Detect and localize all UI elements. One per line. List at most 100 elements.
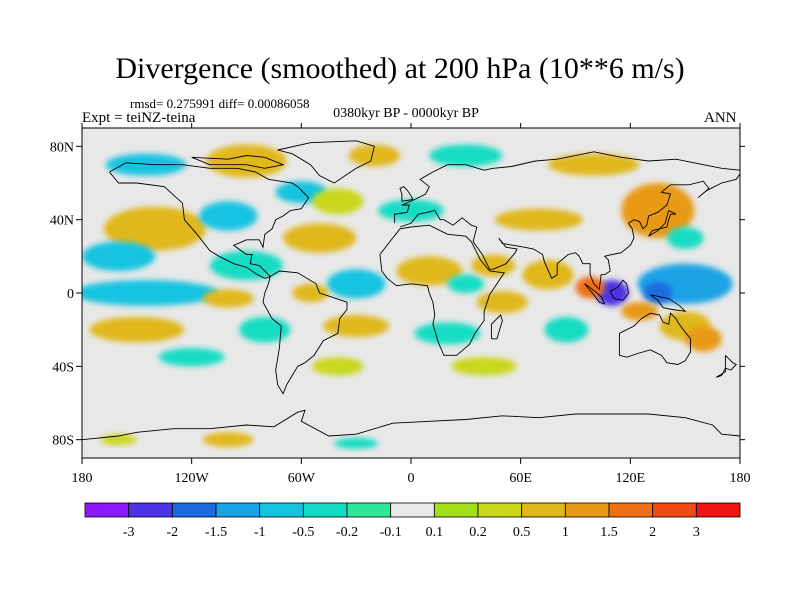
x-tick-label-0: 180 [72,471,93,486]
colorbar-box-13 [652,502,697,518]
field-anomaly-34 [323,315,390,337]
colorbar-box-6 [346,502,392,518]
field-anomaly-10 [621,183,695,238]
field-anomaly-27 [447,274,485,294]
stats-subtitle: rmsd= 0.275991 diff= 0.00086058 [130,96,310,111]
coast-north-america [109,162,310,279]
coast-australia [618,312,692,365]
colorbar-box-3 [215,502,261,518]
period-label: 0380kyr BP - 0000kyr BP [333,106,479,121]
field-anomaly-15 [206,144,287,178]
x-tick-label-6: 180 [730,471,751,486]
field-anomaly-38 [312,357,364,376]
field-anomaly-6 [685,326,722,352]
coast-madagascar [490,314,503,340]
y-tick-label-4: 80S [52,434,74,449]
colorbar-label-3: -1 [254,525,266,540]
season-label: ANN [704,110,737,126]
colorbar-label-9: 0.5 [513,525,531,540]
field-anomaly-28 [471,254,516,277]
field-anomaly-20 [82,241,156,271]
field-anomaly-8 [522,260,574,290]
field-anomaly-31 [292,283,329,303]
colorbar-label-4: -0.5 [292,525,314,540]
colorbar-label-5: -0.2 [336,525,358,540]
coast-med [399,209,477,228]
colorbar-box-2 [171,502,217,518]
coast-borneo [609,279,629,301]
y-tick-label-0: 80N [50,140,74,155]
field-anomaly-13 [429,144,503,167]
colorbar-label-10: 1 [562,525,569,540]
colorbar-label-6: -0.1 [380,525,402,540]
coast-arctic-islands [191,155,285,169]
colorbar-box-8 [433,502,479,518]
coast-greenland [277,140,375,184]
colorbar-label-7: 0.1 [426,525,444,540]
x-tick-label-5: 120E [616,471,646,486]
field-anomaly-19 [198,201,258,231]
colorbar-box-9 [477,502,523,518]
field-anomaly-9 [495,208,583,231]
x-tick-label-2: 60W [288,471,316,486]
coast-africa [379,224,505,356]
colorbar-box-4 [259,502,304,518]
x-tick-label-4: 60E [509,471,532,486]
field-anomaly-24 [82,280,220,306]
colorbar: -3 -2 -1.5 -1 -0.5 -0.2 -0.1 0.1 0.2 0.5 1 1.5 2 3 [84,502,741,540]
experiment-label: Expt = teiNZ-teina [82,110,196,126]
x-tick-label-3: 0 [408,471,415,486]
field-anomaly-42 [334,437,379,449]
axis-ticks: 180 120W 60W 0 60E 120E 180 80N 40N 0 40S 80S [50,123,751,486]
y-tick-label-2: 0 [67,287,74,302]
field-anomaly-29 [209,250,284,281]
coast-antarctica [82,409,740,441]
colorbar-label-12: 2 [649,525,656,540]
colorbar-label-13: 3 [693,525,700,540]
field-anomaly-32 [89,316,185,343]
coast-new-zealand [715,354,738,378]
colorbar-box-12 [608,502,654,518]
field-anomaly-22 [312,188,364,215]
field-anomaly-37 [158,348,225,367]
field-anomaly-33 [239,316,291,343]
coastlines [82,140,740,441]
divergence-field [82,144,733,449]
field-anomaly-7 [544,316,589,343]
colorbar-label-1: -2 [166,525,178,540]
colorbar-label-11: 1.5 [600,525,618,540]
colorbar-box-14 [695,502,741,518]
field-anomaly-30 [202,289,254,308]
colorbar-box-1 [128,502,173,518]
colorbar-box-7 [390,502,435,518]
field-anomaly-11 [666,227,704,249]
chart-title: Divergence (smoothed) at 200 hPa (10**6 … [115,52,685,85]
field-anomaly-4 [621,302,658,321]
coast-new-guinea [650,294,687,312]
colorbar-box-5 [302,502,348,518]
field-anomaly-14 [348,144,401,167]
field-anomaly-35 [414,322,481,345]
colorbar-box-11 [564,502,610,518]
coast-europe [394,151,740,224]
field-anomaly-25 [326,269,386,299]
coast-south-america [262,270,348,395]
x-tick-label-1: 120W [175,471,210,486]
field-anomaly-26 [396,256,463,286]
field-anomaly-36 [476,291,528,314]
colorbar-label-8: 0.2 [469,525,487,540]
field-anomaly-39 [451,357,518,376]
field-anomaly-12 [548,153,640,176]
colorbar-box-0 [84,502,130,518]
y-tick-label-1: 40N [50,214,74,229]
y-tick-label-3: 40S [52,360,74,375]
coast-uk [399,186,414,202]
coast-japan [648,209,677,237]
field-anomaly-16 [105,153,187,176]
field-anomaly-21 [283,223,357,253]
field-anomaly-40 [202,432,254,447]
colorbar-label-2: -1.5 [205,525,227,540]
field-anomaly-18 [103,206,207,251]
field-anomaly-2 [643,282,673,304]
